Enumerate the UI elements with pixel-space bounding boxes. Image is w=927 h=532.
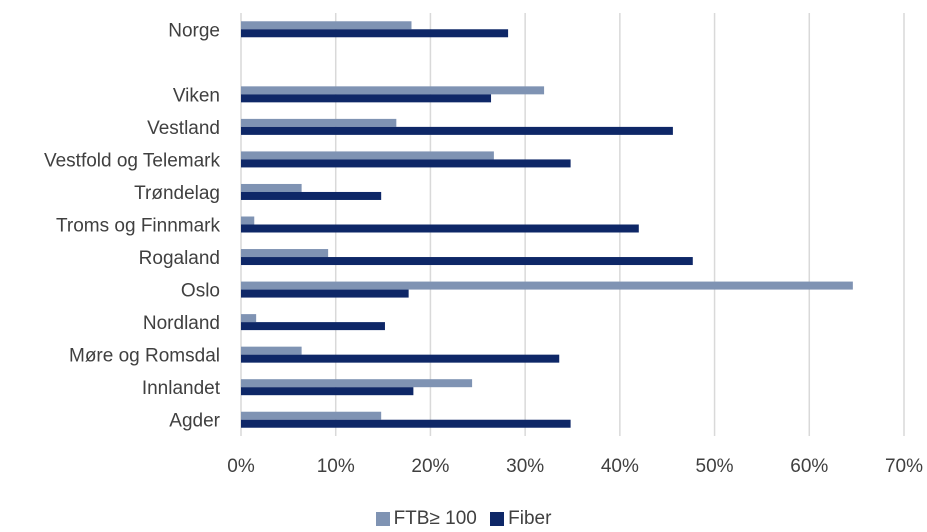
legend: FTB≥ 100 Fiber: [0, 508, 927, 532]
bar-fiber: [241, 126, 673, 135]
bar-ftb: [241, 281, 853, 290]
legend-swatch-ftb: [375, 512, 390, 526]
x-tick-label: 40%: [601, 456, 639, 477]
legend-label-fiber: Fiber: [508, 508, 552, 529]
bar-fiber: [241, 354, 560, 363]
bar-fiber: [241, 387, 414, 396]
x-axis-ticks: 0% 10% 20% 30% 40% 50% 60% 70%: [227, 456, 923, 477]
category-label: Viken: [173, 85, 220, 106]
x-tick-label: 50%: [696, 456, 734, 477]
legend-swatch-fiber: [490, 512, 505, 526]
bar-chart: Norge Viken Vestland Vestfold og Telemark Tr…: [44, 13, 923, 477]
bar-ftb: [241, 151, 494, 160]
bar-fiber: [241, 289, 409, 298]
bar-ftb: [241, 249, 329, 258]
legend-item-fiber: Fiber: [490, 508, 551, 530]
x-tick-label: 60%: [790, 456, 828, 477]
category-label: Vestfold og Telemark: [44, 150, 221, 171]
bar-ftb: [241, 346, 302, 355]
x-tick-label: 0%: [227, 456, 255, 477]
category-label: Innlandet: [142, 378, 221, 399]
category-label: Nordland: [143, 313, 220, 334]
x-tick-label: 70%: [885, 456, 923, 477]
x-tick-label: 10%: [317, 456, 355, 477]
category-label: Trøndelag: [134, 183, 220, 204]
category-label: Møre og Romsdal: [69, 346, 220, 367]
bar-fiber: [241, 419, 571, 428]
bar-ftb: [241, 86, 545, 95]
bar-ftb: [241, 379, 473, 388]
bar-ftb: [241, 216, 255, 225]
bar-ftb: [241, 183, 302, 192]
bar-fiber: [241, 257, 693, 266]
category-label: Rogaland: [139, 248, 220, 269]
category-label: Oslo: [181, 281, 220, 302]
bar-fiber: [241, 191, 382, 200]
bar-ftb: [241, 118, 397, 127]
bar-ftb: [241, 411, 382, 420]
bars: [241, 21, 853, 428]
bar-ftb: [241, 21, 412, 30]
category-labels: Norge Viken Vestland Vestfold og Telemark Tr…: [44, 20, 221, 431]
bar-fiber: [241, 322, 385, 331]
category-label: Norge: [168, 20, 220, 41]
x-tick-label: 20%: [411, 456, 449, 477]
x-tick-label: 30%: [506, 456, 544, 477]
category-label: Vestland: [147, 118, 220, 139]
bar-fiber: [241, 29, 509, 38]
legend-item-ftb: FTB≥ 100: [375, 508, 477, 530]
bar-fiber: [241, 224, 639, 233]
category-label: Agder: [169, 411, 220, 432]
legend-label-ftb: FTB≥ 100: [393, 508, 477, 529]
bar-ftb: [241, 314, 257, 323]
bar-fiber: [241, 159, 571, 168]
bar-fiber: [241, 94, 492, 103]
category-label: Troms og Finnmark: [56, 216, 220, 237]
